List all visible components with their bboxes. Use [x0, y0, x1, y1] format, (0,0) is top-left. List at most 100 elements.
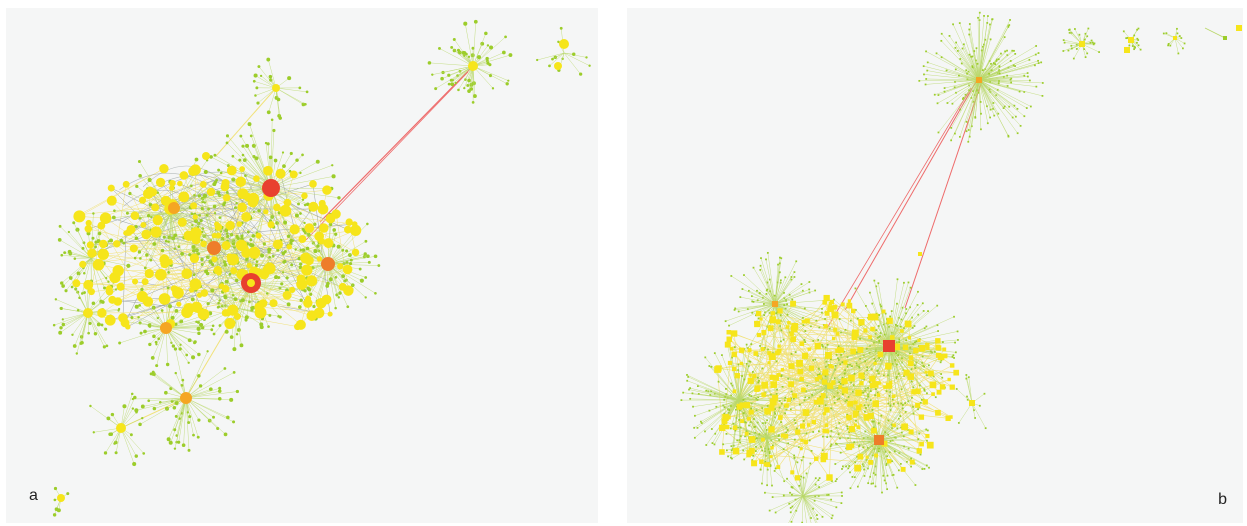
edge	[185, 397, 234, 423]
edge	[978, 79, 1018, 134]
edge	[761, 408, 768, 439]
leaf-node	[1062, 50, 1065, 52]
node	[767, 325, 774, 332]
leaf-node	[771, 444, 774, 447]
leaf-node	[364, 296, 367, 299]
edge	[287, 202, 348, 230]
node	[747, 377, 754, 384]
node	[827, 305, 834, 313]
leaf-node	[463, 87, 466, 90]
leaf-node	[769, 465, 772, 468]
hubs-layer	[57, 39, 569, 502]
leaf-node	[1037, 62, 1040, 64]
node	[799, 376, 804, 382]
leaf-node	[147, 399, 151, 403]
leaf-node	[917, 313, 920, 316]
leaf-node	[912, 386, 915, 389]
node	[732, 389, 737, 394]
node	[319, 223, 329, 233]
node	[792, 393, 798, 398]
leaf-node	[886, 488, 889, 491]
leaf-node	[991, 18, 993, 21]
leaf-node	[162, 235, 166, 239]
leaf-node	[173, 347, 178, 351]
leaf-node	[282, 164, 286, 168]
leaf-node	[790, 486, 793, 488]
node	[942, 353, 948, 359]
leaf-node	[197, 374, 201, 378]
node	[85, 219, 92, 227]
edge	[831, 430, 880, 441]
edge	[802, 477, 804, 497]
edge	[826, 387, 848, 401]
edge	[836, 427, 880, 441]
edge	[724, 399, 740, 414]
leaf-node	[193, 219, 198, 224]
edge	[766, 437, 795, 440]
leaf-node	[536, 58, 539, 62]
leaf-node	[181, 378, 185, 382]
node	[744, 431, 749, 436]
leaf-node	[1070, 44, 1073, 47]
edge	[145, 212, 172, 269]
leaf-node	[885, 390, 888, 393]
edge	[878, 439, 888, 476]
edge	[130, 229, 179, 294]
leaf-node	[164, 390, 168, 395]
leaf-node	[919, 401, 922, 404]
leaf-node	[937, 330, 939, 332]
edge	[888, 342, 956, 347]
edge	[878, 439, 898, 488]
leaf-node	[725, 387, 727, 390]
leaf-node	[299, 248, 302, 252]
leaf-node	[187, 448, 191, 452]
leaf-node	[87, 331, 90, 335]
leaf-node	[173, 233, 178, 238]
edge	[563, 52, 590, 66]
leaf-node	[1014, 115, 1017, 118]
node	[935, 344, 941, 350]
leaf-node	[987, 15, 989, 17]
leaf-node	[798, 484, 801, 487]
node	[719, 449, 725, 455]
node	[769, 398, 777, 406]
leaf-node	[67, 249, 72, 254]
leaf-node	[447, 82, 451, 86]
leaf-node	[796, 461, 799, 464]
leaf-node	[833, 395, 836, 398]
edge	[153, 371, 187, 399]
node	[791, 322, 799, 330]
leaf-node	[730, 445, 733, 448]
node	[253, 175, 260, 182]
edge	[766, 437, 780, 468]
leaf-node	[216, 305, 220, 309]
edge	[774, 303, 805, 323]
leaf-node	[237, 328, 241, 332]
leaf-node	[843, 350, 845, 353]
leaf-node	[111, 215, 116, 220]
leaf-node	[76, 308, 80, 312]
edge	[729, 339, 774, 385]
leaf-node	[959, 58, 962, 60]
node	[910, 356, 914, 360]
edge	[759, 303, 776, 347]
leaf-node	[864, 360, 867, 363]
node	[815, 377, 820, 382]
edge	[923, 65, 980, 81]
edge	[755, 437, 768, 452]
edge	[919, 79, 980, 82]
edge	[888, 331, 958, 347]
node	[907, 336, 912, 340]
leaf-node	[109, 432, 114, 436]
leaf-node	[926, 69, 929, 72]
leaf-node	[821, 435, 824, 438]
hub-node	[1223, 36, 1227, 40]
leaf-node	[181, 443, 186, 448]
edge	[766, 437, 798, 463]
leaf-node	[966, 72, 968, 75]
leaf-node	[1002, 107, 1005, 109]
edge	[766, 437, 789, 444]
leaf-node	[725, 449, 728, 452]
leaf-node	[894, 324, 897, 326]
edge	[944, 79, 980, 89]
